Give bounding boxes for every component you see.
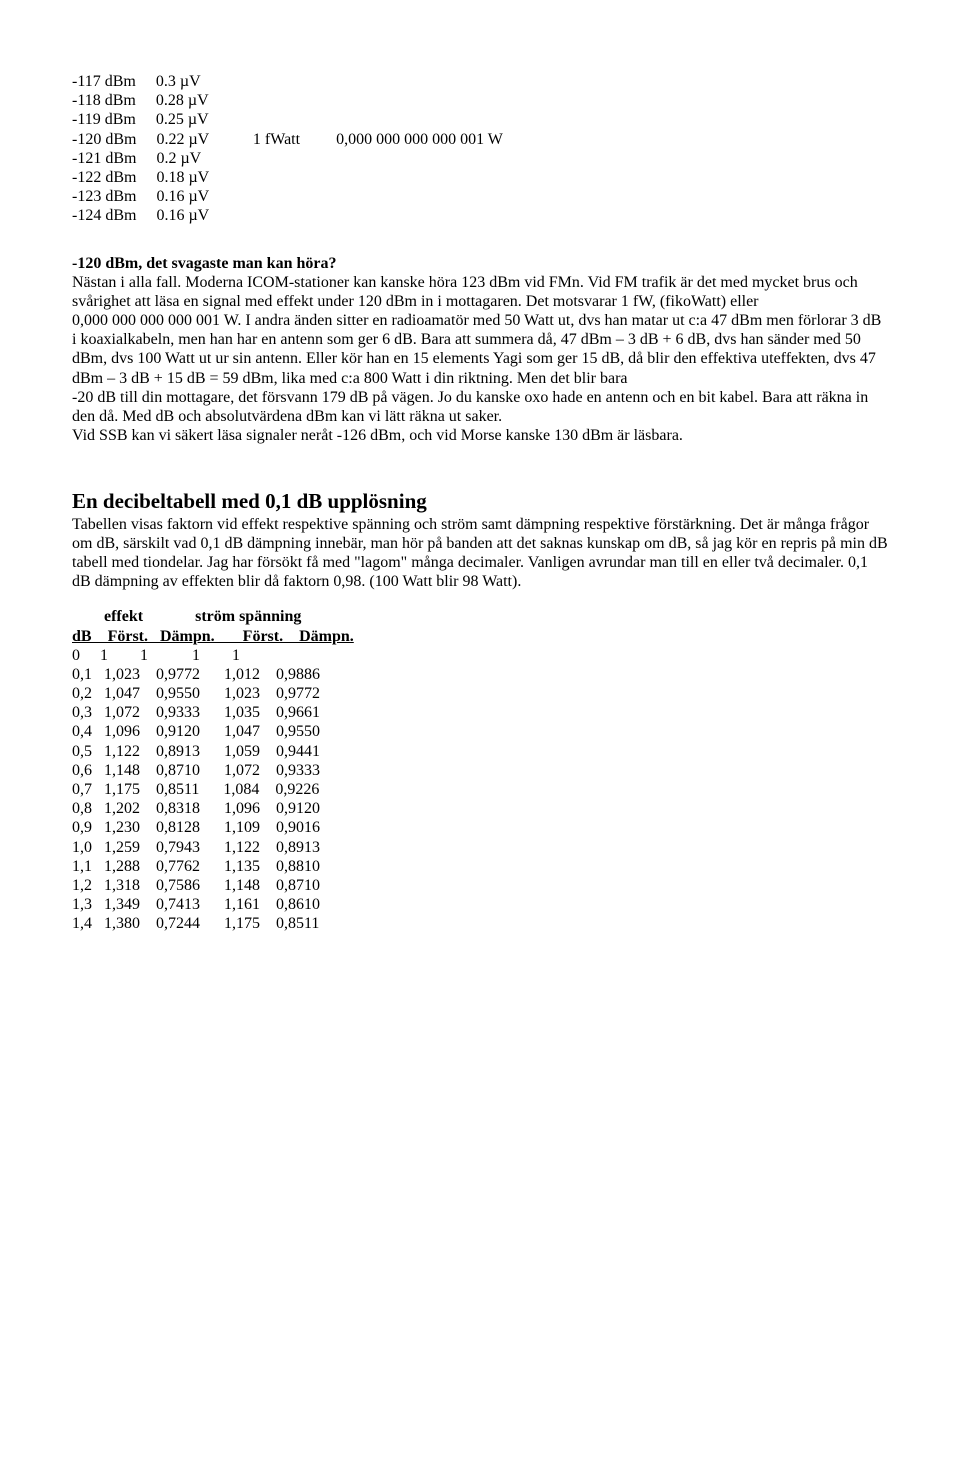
dbm-row: -118 dBm 0.28 µV: [72, 91, 888, 110]
section1-title: -120 dBm, det svagaste man kan höra?: [72, 254, 888, 273]
table-row: 0,5 1,122 0,8913 1,059 0,9441: [72, 742, 888, 761]
table-row: 0 1 1 1 1: [72, 646, 888, 665]
dbm-row: -121 dBm 0.2 µV: [72, 149, 888, 168]
db-table: effekt ström spänningdB Först. Dämpn. Fö…: [72, 607, 888, 933]
dbm-row: -123 dBm 0.16 µV: [72, 187, 888, 206]
dbm-row: -120 dBm 0.22 µV 1 fWatt 0,000 000 000 0…: [72, 130, 888, 149]
table-row: 1,2 1,318 0,7586 1,148 0,8710: [72, 876, 888, 895]
dbm-row: -124 dBm 0.16 µV: [72, 206, 888, 225]
table-header-top: effekt ström spänning: [72, 607, 888, 626]
table-row: 1,1 1,288 0,7762 1,135 0,8810: [72, 857, 888, 876]
table-row: 1,0 1,259 0,7943 1,122 0,8913: [72, 838, 888, 857]
table-row: 0,9 1,230 0,8128 1,109 0,9016: [72, 818, 888, 837]
table-row: 1,3 1,349 0,7413 1,161 0,8610: [72, 895, 888, 914]
table-row: 1,4 1,380 0,7244 1,175 0,8511: [72, 914, 888, 933]
dbm-row: -117 dBm 0.3 µV: [72, 72, 888, 91]
section1-body: Nästan i alla fall. Moderna ICOM-station…: [72, 273, 888, 446]
section2-body: Tabellen visas faktorn vid effekt respek…: [72, 515, 888, 592]
dbm-row: -119 dBm 0.25 µV: [72, 110, 888, 129]
table-row: 0,2 1,047 0,9550 1,023 0,9772: [72, 684, 888, 703]
dbm-uv-list: -117 dBm 0.3 µV -118 dBm 0.28 µV -119 dB…: [72, 72, 888, 226]
table-header-bottom: dB Först. Dämpn. Först. Dämpn.: [72, 627, 888, 646]
section2-title: En decibeltabell med 0,1 dB upplösning: [72, 489, 888, 514]
table-row: 0,4 1,096 0,9120 1,047 0,9550: [72, 722, 888, 741]
table-row: 0,8 1,202 0,8318 1,096 0,9120: [72, 799, 888, 818]
table-row: 0,7 1,175 0,8511 1,084 0,9226: [72, 780, 888, 799]
table-row: 0,1 1,023 0,9772 1,012 0,9886: [72, 665, 888, 684]
table-row: 0,3 1,072 0,9333 1,035 0,9661: [72, 703, 888, 722]
table-row: 0,6 1,148 0,8710 1,072 0,9333: [72, 761, 888, 780]
dbm-row: -122 dBm 0.18 µV: [72, 168, 888, 187]
